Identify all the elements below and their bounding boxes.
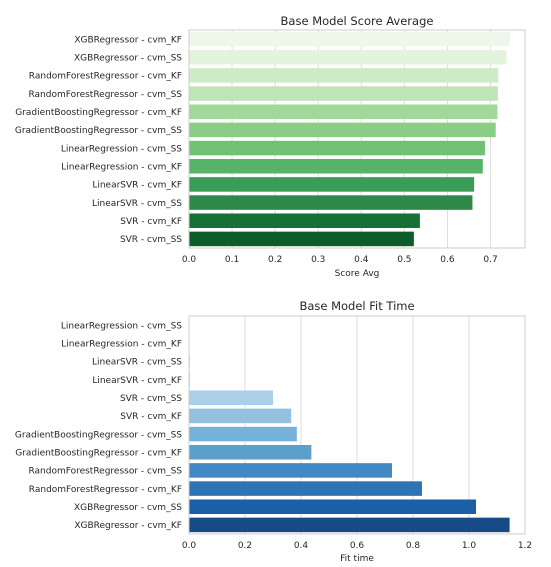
x-tick-label: 0.2 bbox=[238, 541, 252, 551]
chart-title: Base Model Score Average bbox=[281, 14, 434, 28]
category-label: GradientBoostingRegressor - cvm_KF bbox=[15, 108, 182, 118]
category-label: LinearSVR - cvm_KF bbox=[92, 376, 182, 386]
bar bbox=[189, 122, 496, 138]
x-tick-label: 0.6 bbox=[440, 255, 455, 265]
category-labels: LinearRegression - cvm_SS LinearRegressio… bbox=[15, 321, 182, 531]
bar bbox=[189, 481, 422, 496]
x-tick-label: 0.4 bbox=[354, 255, 369, 265]
x-axis-label: Score Avg bbox=[335, 269, 380, 279]
category-label: LinearRegression - cvm_KF bbox=[61, 163, 182, 173]
bar bbox=[189, 195, 473, 210]
gridlines bbox=[188, 30, 492, 248]
category-label: SVR - cvm_SS bbox=[120, 235, 182, 245]
x-tick-label: 0.8 bbox=[406, 541, 421, 551]
bar bbox=[189, 158, 483, 174]
category-label: SVR - cvm_KF bbox=[120, 217, 182, 227]
bar bbox=[189, 408, 292, 424]
x-axis-label: Fit time bbox=[340, 554, 374, 564]
plot-frame bbox=[188, 315, 526, 535]
bar bbox=[189, 104, 498, 120]
x-tick-label: 0.7 bbox=[483, 255, 497, 265]
bar bbox=[189, 354, 191, 369]
bar bbox=[189, 213, 420, 229]
bars bbox=[189, 31, 510, 247]
bar bbox=[189, 86, 498, 101]
bar bbox=[189, 49, 507, 65]
chart-title: Base Model Fit Time bbox=[299, 299, 414, 313]
bars bbox=[189, 317, 510, 533]
x-tick-label: 0.5 bbox=[397, 255, 411, 265]
category-label: GradientBoostingRegressor - cvm_SS bbox=[15, 430, 182, 440]
bar bbox=[189, 68, 499, 83]
category-label: XGBRegressor - cvm_SS bbox=[74, 54, 182, 64]
category-label: GradientBoostingRegressor - cvm_SS bbox=[15, 126, 182, 136]
chart-score-average: Base Model Score Average XGBRegressor - … bbox=[15, 14, 526, 279]
x-tick-label: 0.0 bbox=[182, 541, 197, 551]
category-label: LinearRegression - cvm_SS bbox=[61, 321, 182, 331]
category-label: SVR - cvm_SS bbox=[120, 394, 182, 404]
bar bbox=[189, 463, 392, 478]
category-label: RandomForestRegressor - cvm_KF bbox=[29, 485, 182, 495]
category-label: SVR - cvm_KF bbox=[120, 412, 182, 422]
x-tick-label: 0.6 bbox=[350, 541, 365, 551]
x-tick-label: 0.2 bbox=[268, 255, 282, 265]
chart-fit-time: Base Model Fit Time LinearRegression - c… bbox=[15, 299, 532, 564]
bar bbox=[189, 517, 510, 533]
x-tick-label: 0.4 bbox=[294, 541, 309, 551]
category-label: LinearSVR - cvm_SS bbox=[92, 358, 182, 368]
x-tick-label: 0.0 bbox=[182, 255, 197, 265]
category-label: RandomForestRegressor - cvm_KF bbox=[29, 72, 182, 82]
category-label: RandomForestRegressor - cvm_SS bbox=[28, 467, 182, 477]
category-label: XGBRegressor - cvm_KF bbox=[74, 521, 182, 531]
bar bbox=[189, 177, 475, 192]
x-tick-label: 1.0 bbox=[462, 541, 477, 551]
bar bbox=[189, 426, 297, 442]
category-label: RandomForestRegressor - cvm_SS bbox=[28, 90, 182, 100]
bar bbox=[189, 31, 510, 47]
category-label: LinearRegression - cvm_KF bbox=[61, 340, 182, 350]
bar bbox=[189, 140, 485, 156]
bar bbox=[189, 231, 414, 247]
category-label: LinearSVR - cvm_SS bbox=[92, 199, 182, 209]
category-label: LinearRegression - cvm_SS bbox=[61, 144, 182, 154]
x-tick-label: 1.2 bbox=[518, 541, 532, 551]
x-tick-label: 0.1 bbox=[225, 255, 239, 265]
x-tick-labels: 0.0 0.2 0.4 0.6 0.8 1.0 1.2 bbox=[182, 541, 532, 551]
bar bbox=[189, 390, 273, 406]
category-label: XGBRegressor - cvm_SS bbox=[74, 503, 182, 513]
bar bbox=[189, 499, 476, 515]
x-tick-label: 0.3 bbox=[311, 255, 325, 265]
category-label: XGBRegressor - cvm_KF bbox=[74, 35, 182, 45]
category-label: GradientBoostingRegressor - cvm_KF bbox=[15, 449, 182, 459]
category-label: LinearSVR - cvm_KF bbox=[92, 181, 182, 191]
bar bbox=[189, 444, 312, 460]
category-labels: XGBRegressor - cvm_KF XGBRegressor - cvm_… bbox=[15, 35, 182, 245]
plot-frame bbox=[188, 29, 526, 249]
x-tick-labels: 0.0 0.1 0.2 0.3 0.4 0.5 0.6 0.7 bbox=[182, 255, 498, 265]
bar bbox=[189, 372, 191, 387]
